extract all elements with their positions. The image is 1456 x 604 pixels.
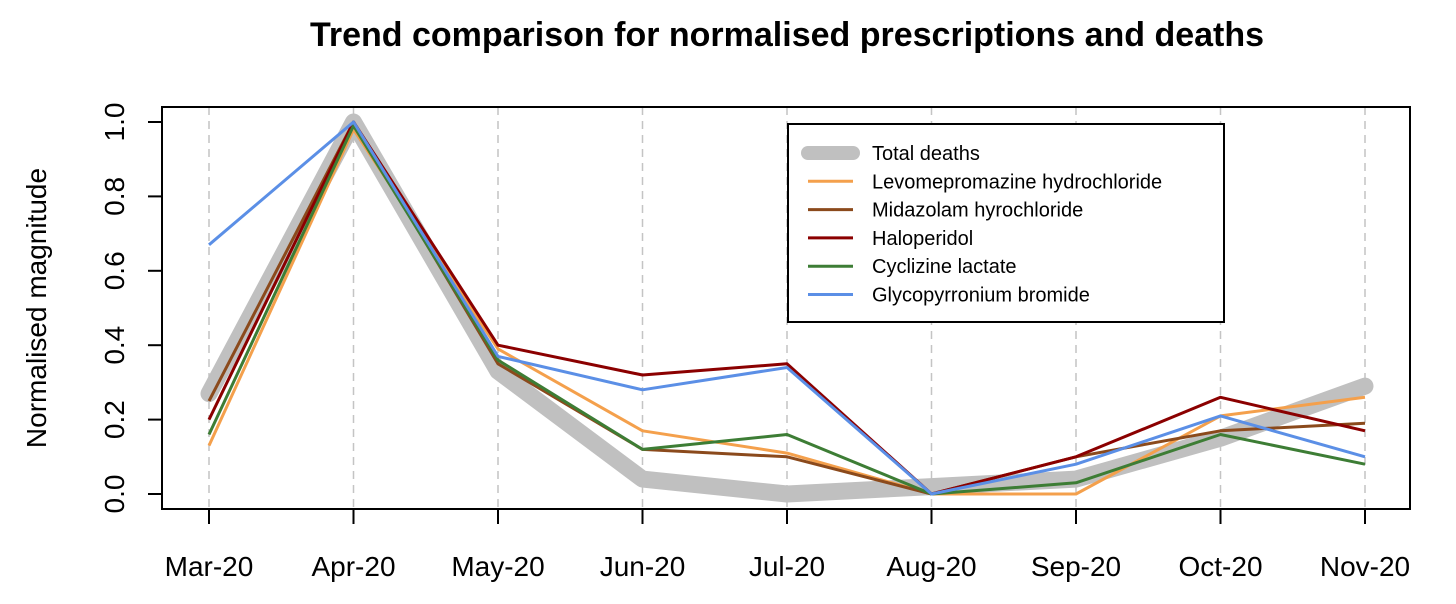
x-tick-label: Sep-20 (1031, 551, 1121, 582)
y-axis-label: Normalised magnitude (21, 168, 52, 448)
legend-label: Cyclizine lactate (872, 256, 1017, 278)
y-tick-label: 0.6 (99, 251, 130, 290)
x-tick-label: Mar-20 (165, 551, 254, 582)
axes: Mar-20 Apr-20 May-20 Jun-20 Jul-20 Aug-20 Sep-… (99, 103, 1410, 582)
legend-label: Haloperidol (872, 228, 973, 250)
legend-label: Total deaths (872, 143, 980, 165)
series-layer (200, 113, 1374, 503)
x-tick-label: May-20 (451, 551, 544, 582)
x-tick-label: Jul-20 (749, 551, 825, 582)
legend-label: Glycopyrronium bromide (872, 285, 1090, 307)
x-tick-label: Jun-20 (600, 551, 686, 582)
chart-title: Trend comparison for normalised prescrip… (310, 16, 1264, 54)
x-tick-label: Apr-20 (311, 551, 395, 582)
series-line (207, 120, 1366, 496)
series-line (208, 120, 1366, 496)
y-tick-label: 0.0 (99, 475, 130, 514)
y-tick-label: 0.2 (99, 400, 130, 439)
y-tick-label: 0.8 (99, 177, 130, 216)
y-tick-label: 0.4 (99, 326, 130, 365)
legend-box (787, 123, 1225, 323)
y-tick-label: 1.0 (99, 103, 130, 142)
x-tick-label: Nov-20 (1320, 551, 1410, 582)
x-tick-label: Oct-20 (1178, 551, 1262, 582)
x-tick-label: Aug-20 (886, 551, 976, 582)
series-line (207, 124, 1366, 496)
legend: Total deaths Levomepromazine hydrochlorid… (787, 123, 1225, 323)
legend-label: Midazolam hyrochloride (872, 200, 1083, 222)
legend-label: Levomepromazine hydrochloride (872, 171, 1162, 193)
